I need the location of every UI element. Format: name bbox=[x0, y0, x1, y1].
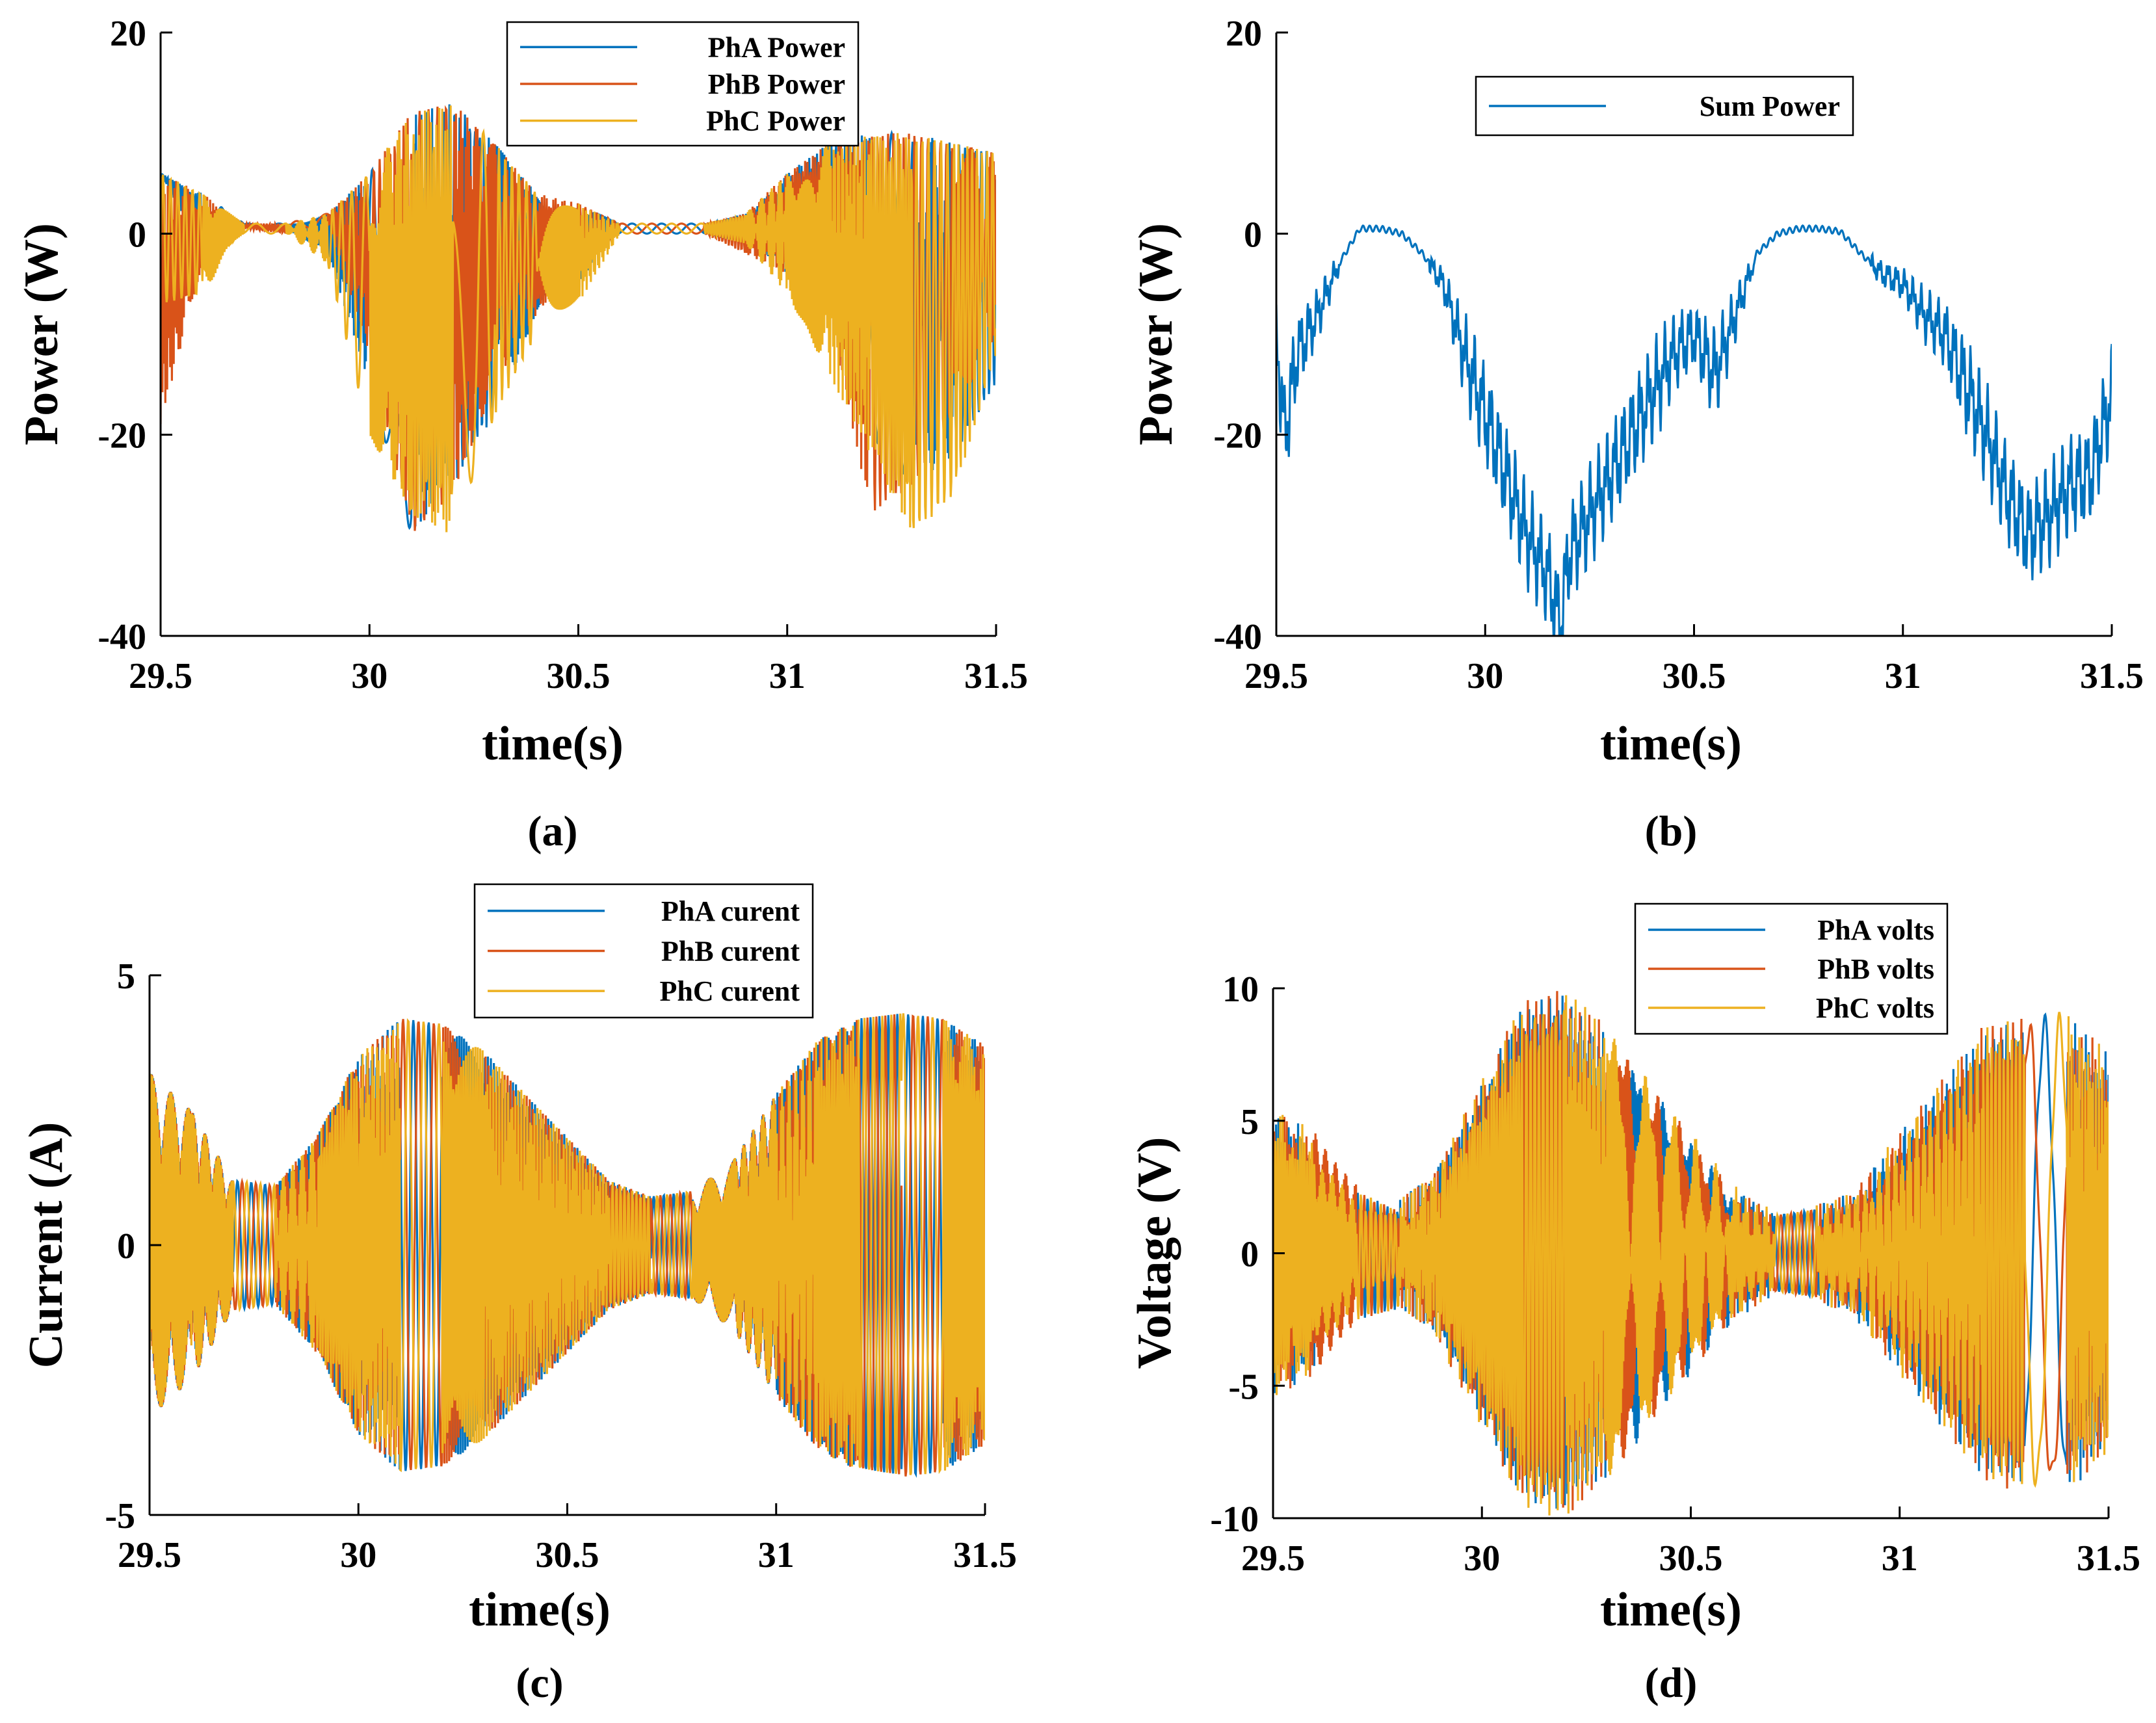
panel-caption: (d) bbox=[1645, 1659, 1698, 1707]
legend: Sum Power bbox=[1475, 75, 1854, 137]
x-tick-label: 30.5 bbox=[547, 656, 611, 696]
legend-entry: PhC curent bbox=[659, 975, 800, 1007]
y-tick-label: 0 bbox=[1244, 215, 1262, 255]
y-tick-label: 0 bbox=[128, 215, 146, 255]
legend: PhA Power PhB Power PhC Power bbox=[506, 21, 860, 147]
y-tick-label: -40 bbox=[1213, 617, 1262, 657]
x-tick-label: 29.5 bbox=[1241, 1538, 1305, 1579]
legend-entry: PhA curent bbox=[661, 895, 800, 927]
legend-entry: PhC volts bbox=[1816, 992, 1934, 1024]
y-tick-label: 5 bbox=[117, 956, 135, 997]
x-tick-label: 31.5 bbox=[2077, 1538, 2140, 1579]
x-tick-label: 29.5 bbox=[118, 1535, 181, 1575]
y-tick-label: 20 bbox=[110, 14, 146, 54]
x-tick-label: 30 bbox=[1464, 1538, 1500, 1579]
x-axis-label: time(s) bbox=[1600, 1583, 1742, 1637]
x-tick-label: 31.5 bbox=[2080, 656, 2144, 696]
chart-b: 29.5 30 30.5 31 31.5 -40 -20 0 20 time(s) Power (W… bbox=[1129, 14, 2144, 855]
series-line-phc-volts bbox=[1273, 995, 2109, 1516]
y-axis-label: Power (W) bbox=[1129, 223, 1183, 445]
x-tick-label: 30 bbox=[351, 656, 388, 696]
series-line-phc-power bbox=[161, 105, 996, 533]
legend: PhA curent PhB curent PhC curent bbox=[473, 883, 814, 1019]
y-tick-label: 0 bbox=[117, 1226, 135, 1267]
x-tick-label: 31 bbox=[1882, 1538, 1918, 1579]
panel-caption: (b) bbox=[1645, 808, 1698, 855]
y-tick-label: -20 bbox=[1213, 416, 1262, 456]
y-tick-label: -5 bbox=[1228, 1367, 1259, 1407]
legend-entry: PhC Power bbox=[706, 105, 845, 137]
series-line-sum-power bbox=[1276, 224, 2112, 636]
x-tick-label: 29.5 bbox=[129, 656, 192, 696]
x-tick-label: 30.5 bbox=[1659, 1538, 1723, 1579]
x-tick-label: 31.5 bbox=[964, 656, 1028, 696]
plot-area bbox=[161, 104, 996, 533]
x-axis-label: time(s) bbox=[482, 717, 624, 770]
legend-entry: PhB volts bbox=[1817, 953, 1934, 985]
x-tick-label: 30.5 bbox=[1663, 656, 1726, 696]
chart-d: 29.5 30 30.5 31 31.5 -10 -5 0 5 10 time(s) Voltage … bbox=[1128, 902, 2140, 1707]
x-tick-label: 31.5 bbox=[953, 1535, 1017, 1575]
x-tick-label: 30.5 bbox=[536, 1535, 599, 1575]
legend-entry: PhA volts bbox=[1817, 914, 1934, 946]
x-tick-label: 31 bbox=[758, 1535, 795, 1575]
y-tick-label: 5 bbox=[1241, 1102, 1259, 1142]
legend-entry: PhB Power bbox=[708, 68, 845, 100]
plot-area bbox=[150, 1013, 985, 1478]
y-tick-label: -20 bbox=[98, 416, 146, 456]
series-line-phc-curent bbox=[150, 1013, 985, 1475]
y-tick-label: 10 bbox=[1222, 969, 1259, 1010]
plot-area bbox=[1273, 991, 2109, 1516]
x-tick-label: 30 bbox=[340, 1535, 376, 1575]
y-axis-label: Voltage (V) bbox=[1128, 1137, 1181, 1369]
panel-caption: (c) bbox=[516, 1659, 563, 1707]
x-axis-label: time(s) bbox=[1600, 717, 1742, 770]
y-tick-label: -40 bbox=[98, 617, 146, 657]
legend-entry: Sum Power bbox=[1700, 90, 1840, 122]
y-tick-label: 0 bbox=[1241, 1235, 1259, 1275]
chart-c: 29.5 30 30.5 31 31.5 -5 0 5 time(s) Current (A) (c… bbox=[20, 883, 1017, 1707]
x-tick-label: 31 bbox=[769, 656, 806, 696]
x-axis-label: time(s) bbox=[469, 1583, 611, 1637]
chart-a: 29.5 30 30.5 31 31.5 -40 -20 0 20 time(s) Power (W… bbox=[15, 14, 1028, 855]
plot-area bbox=[1276, 224, 2112, 636]
x-tick-label: 31 bbox=[1885, 656, 1921, 696]
legend-entry: PhB curent bbox=[661, 936, 800, 967]
y-axis-label: Power (W) bbox=[15, 223, 68, 445]
legend-entry: PhA Power bbox=[708, 31, 845, 63]
x-tick-label: 29.5 bbox=[1244, 656, 1308, 696]
legend: PhA volts PhB volts PhC volts bbox=[1634, 902, 1949, 1035]
y-tick-label: -5 bbox=[105, 1496, 135, 1536]
y-tick-label: -10 bbox=[1210, 1499, 1259, 1540]
panel-caption: (a) bbox=[528, 808, 578, 855]
y-axis-label: Current (A) bbox=[20, 1122, 73, 1369]
x-tick-label: 30 bbox=[1467, 656, 1503, 696]
y-tick-label: 20 bbox=[1226, 14, 1262, 54]
